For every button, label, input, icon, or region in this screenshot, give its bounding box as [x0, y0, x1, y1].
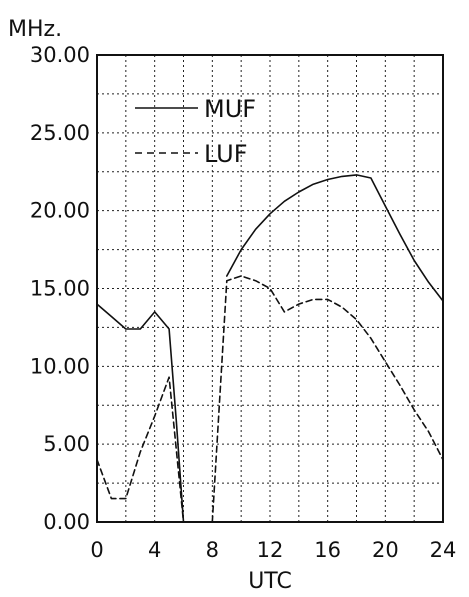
x-tick-label: 24: [430, 538, 457, 562]
legend-label-muf: MUF: [204, 95, 256, 123]
series-line-muf: [96, 303, 185, 523]
x-tick-label: 4: [148, 538, 161, 562]
y-tick-label: 30.00: [30, 43, 90, 67]
series-line-luf: [211, 275, 444, 523]
series-line-luf: [96, 376, 185, 523]
y-tick-label: 25.00: [30, 121, 90, 145]
y-tick-label: 5.00: [43, 432, 90, 456]
y-tick-label: 20.00: [30, 199, 90, 223]
x-tick-label: 20: [372, 538, 399, 562]
x-axis: 0 4 8 12 16 20 24: [90, 538, 456, 562]
x-tick-label: 8: [206, 538, 219, 562]
plot-frame: [96, 54, 444, 523]
series-line-muf: [226, 174, 444, 302]
x-axis-title: UTC: [248, 569, 292, 594]
legend-label-luf: LUF: [204, 140, 248, 168]
x-tick-label: 16: [314, 538, 341, 562]
x-tick-label: 12: [257, 538, 284, 562]
grid: [97, 55, 443, 522]
y-tick-label: 10.00: [30, 354, 90, 378]
y-axis: 0.00 5.00 10.00 15.00 20.00 25.00 30.00: [30, 43, 90, 534]
y-tick-label: 0.00: [43, 510, 90, 534]
y-tick-label: 15.00: [30, 277, 90, 301]
y-axis-title: MHz.: [8, 17, 62, 42]
series: [96, 174, 444, 523]
legend: MUF LUF: [135, 95, 256, 168]
x-tick-label: 0: [90, 538, 103, 562]
